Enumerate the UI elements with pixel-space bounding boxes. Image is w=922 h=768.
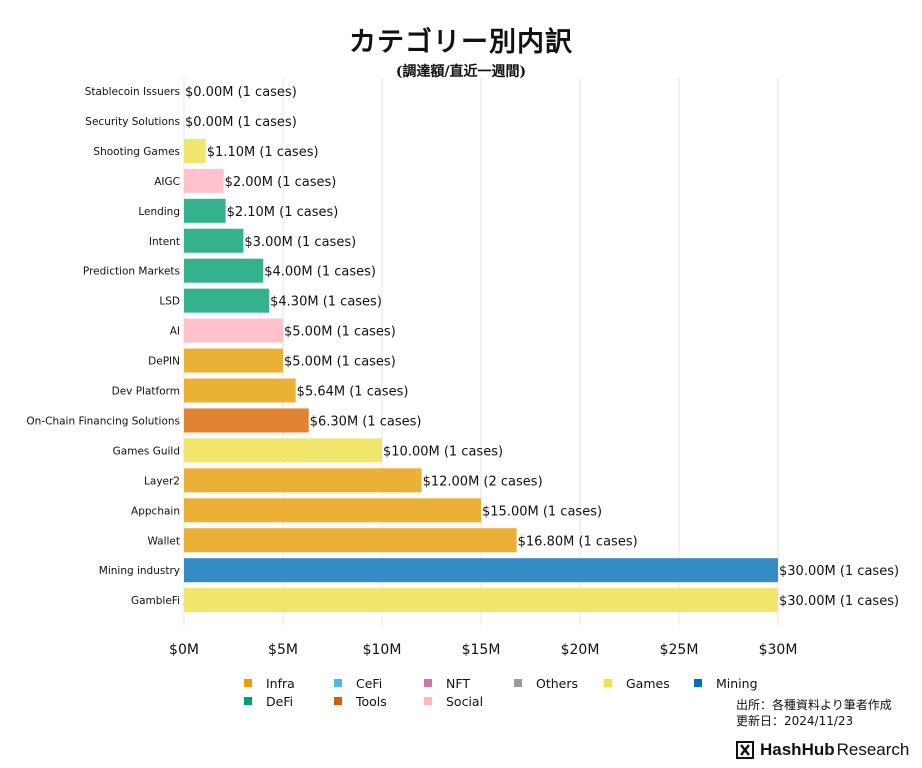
value-label: $30.00M (1 cases) — [779, 564, 899, 579]
legend-swatch — [334, 697, 342, 705]
value-label: $4.00M (1 cases) — [264, 265, 376, 280]
bar — [184, 558, 778, 583]
bar — [184, 228, 244, 253]
bar — [184, 468, 422, 493]
brand-logo: HashHub Research — [736, 740, 909, 760]
bar — [184, 198, 226, 223]
category-label: AIGC — [154, 176, 180, 188]
legend-item-tools: Tools — [330, 693, 420, 709]
category-label: Wallet — [147, 535, 180, 547]
legend-label: Infra — [266, 675, 295, 691]
legend-item-others: Others — [510, 675, 600, 691]
legend-label: DeFi — [266, 693, 294, 709]
legend-item-defi: DeFi — [240, 693, 330, 709]
x-tick-label: $25M — [660, 642, 699, 658]
bar — [184, 528, 517, 553]
value-label: $6.30M (1 cases) — [310, 414, 422, 429]
category-label: Shooting Games — [93, 146, 180, 158]
legend: Infra CeFi NFT Others Games Mining DeFi … — [240, 675, 780, 709]
chart-subtitle: (調達額/直近一週間) — [395, 64, 527, 80]
legend-swatch — [334, 679, 342, 687]
value-label: $2.00M (1 cases) — [225, 175, 337, 190]
legend-label: Social — [446, 693, 484, 709]
x-tick-label: $0M — [169, 642, 199, 658]
category-label: Layer2 — [144, 475, 180, 487]
legend-label: NFT — [446, 675, 470, 691]
legend-swatch — [604, 679, 612, 687]
value-label: $30.00M (1 cases) — [779, 594, 899, 609]
bar — [184, 438, 382, 463]
legend-label: Games — [626, 675, 670, 691]
category-label: Security Solutions — [85, 116, 180, 128]
legend-label: CeFi — [356, 675, 383, 691]
category-label: Dev Platform — [112, 386, 180, 398]
value-label: $15.00M (1 cases) — [482, 504, 602, 519]
source-note: 出所：各種資料より筆者作成 更新日：2024/11/23 — [736, 697, 892, 729]
category-label: Games Guild — [113, 445, 180, 457]
category-label: Lending — [138, 206, 180, 218]
legend-label: Others — [536, 675, 579, 691]
value-label: $5.64M (1 cases) — [297, 385, 409, 400]
brand-suffix: Research — [836, 740, 910, 759]
source-line: 出所：各種資料より筆者作成 — [736, 698, 892, 712]
x-tick-label: $10M — [363, 642, 402, 658]
value-label: $3.00M (1 cases) — [244, 235, 356, 250]
value-label: $0.00M (1 cases) — [185, 115, 297, 130]
bar — [184, 588, 778, 613]
hashhub-logo-icon — [736, 741, 754, 759]
legend-label: Mining — [716, 675, 758, 691]
category-label: LSD — [159, 296, 180, 308]
legend-swatch — [244, 697, 252, 705]
value-label: $4.30M (1 cases) — [270, 295, 382, 310]
bar — [184, 318, 283, 343]
category-label: Prediction Markets — [83, 266, 180, 278]
bar — [184, 288, 270, 313]
category-label: DePIN — [148, 356, 180, 368]
bar — [184, 138, 206, 163]
legend-item-infra: Infra — [240, 675, 330, 691]
bar — [184, 258, 264, 283]
legend-item-nft: NFT — [420, 675, 510, 691]
legend-swatch — [424, 697, 432, 705]
legend-swatch — [694, 679, 702, 687]
legend-item-social: Social — [420, 693, 510, 709]
legend-item-games: Games — [600, 675, 690, 691]
bar — [184, 168, 224, 193]
value-label: $12.00M (2 cases) — [423, 474, 543, 489]
category-label: GambleFi — [131, 595, 180, 607]
value-label: $5.00M (1 cases) — [284, 355, 396, 370]
x-tick-label: $20M — [561, 642, 600, 658]
x-tick-label: $15M — [462, 642, 501, 658]
x-tick-label: $30M — [759, 642, 798, 658]
value-label: $2.10M (1 cases) — [227, 205, 339, 220]
legend-swatch — [244, 679, 252, 687]
legend-label: Tools — [356, 693, 387, 709]
category-label: AI — [170, 326, 180, 338]
updated-date: 更新日：2024/11/23 — [736, 714, 854, 728]
category-label: Intent — [149, 236, 180, 248]
value-label: $1.10M (1 cases) — [207, 145, 319, 160]
category-label: Mining industry — [99, 565, 180, 577]
value-label: $0.00M (1 cases) — [185, 85, 297, 100]
bar — [184, 408, 309, 433]
value-label: $10.00M (1 cases) — [383, 444, 503, 459]
chart-title: カテゴリー別内訳 — [349, 27, 573, 58]
x-tick-label: $5M — [268, 642, 298, 658]
bar — [184, 498, 481, 523]
category-label: On-Chain Financing Solutions — [26, 415, 180, 427]
legend-item-cefi: CeFi — [330, 675, 420, 691]
legend-swatch — [514, 679, 522, 687]
legend-swatch — [424, 679, 432, 687]
bar — [184, 348, 283, 373]
value-label: $5.00M (1 cases) — [284, 325, 396, 340]
category-label: Appchain — [131, 505, 180, 517]
legend-item-mining: Mining — [690, 675, 780, 691]
bar — [184, 378, 296, 403]
category-label: Stablecoin Issuers — [85, 86, 180, 98]
value-label: $16.80M (1 cases) — [518, 534, 638, 549]
brand-name: HashHub — [760, 740, 835, 759]
